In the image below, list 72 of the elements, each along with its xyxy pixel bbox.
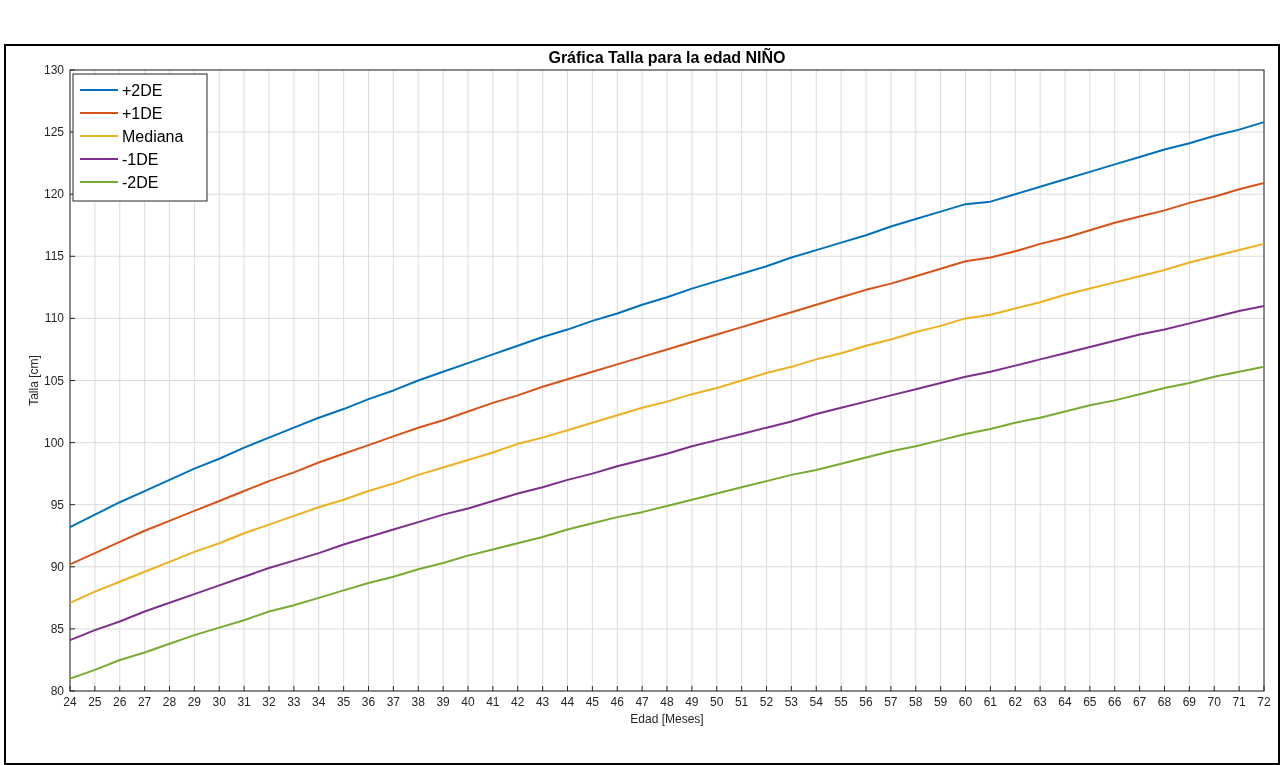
x-tick-label: 24 (63, 695, 77, 709)
x-tick-label: 46 (610, 695, 625, 709)
x-tick-label: 35 (336, 695, 351, 709)
x-tick-label: 40 (461, 695, 475, 709)
y-tick-label: 110 (44, 311, 65, 326)
x-tick-label: 64 (1058, 695, 1072, 709)
x-tick-label: 47 (635, 695, 650, 709)
x-tick-label: 61 (983, 695, 998, 709)
x-tick-label: 71 (1232, 695, 1247, 709)
x-tick-label: 72 (1257, 695, 1271, 709)
x-tick-label: 41 (486, 695, 500, 709)
x-tick-label: 38 (411, 695, 426, 709)
x-tick-label: 42 (511, 695, 525, 709)
x-tick-label: 62 (1008, 695, 1023, 709)
x-tick-label: 43 (535, 695, 550, 709)
x-tick-label: 68 (1157, 695, 1172, 709)
y-tick-label: 105 (43, 373, 65, 388)
y-tick-label: 130 (43, 63, 65, 77)
legend-label: +2DE (122, 82, 163, 99)
y-tick-label: 125 (43, 125, 65, 140)
chart-title: Gráfica Talla para la edad NIÑO (548, 47, 786, 66)
x-tick-label: 55 (834, 695, 849, 709)
legend-label: -2DE (122, 174, 159, 191)
x-tick-label: 52 (759, 695, 774, 709)
line-series (69, 121, 1265, 529)
x-tick-label: 44 (560, 695, 575, 709)
legend-label: +1DE (122, 105, 163, 122)
x-tick-label: 67 (1132, 695, 1147, 709)
x-tick-label: 69 (1182, 695, 1197, 709)
y-tick-label: 85 (50, 621, 65, 636)
x-tick-label: 27 (137, 695, 152, 709)
y-tick-label: 95 (50, 497, 65, 512)
x-tick-label: 66 (1108, 695, 1122, 709)
x-tick-label: 25 (88, 695, 102, 709)
x-tick-label: 36 (361, 695, 376, 709)
y-tick-label: 120 (43, 187, 65, 202)
x-tick-label: 50 (710, 695, 724, 709)
x-axis-title: Edad [Meses] (630, 712, 704, 726)
x-tick-label: 56 (859, 695, 873, 709)
x-tick-label: 29 (187, 695, 202, 709)
x-tick-label: 60 (958, 695, 973, 709)
x-tick-label: 31 (237, 695, 252, 709)
x-tick-label: 45 (585, 695, 600, 709)
x-tick-label: 59 (933, 695, 948, 709)
y-tick-label: 100 (43, 435, 65, 450)
x-tick-label: 30 (212, 695, 227, 709)
y-tick-label: 80 (50, 684, 65, 698)
x-tick-label: 26 (113, 695, 127, 709)
legend-label: -1DE (122, 151, 159, 168)
x-tick-label: 48 (660, 695, 674, 709)
x-tick-label: 37 (386, 695, 401, 709)
x-tick-label: 57 (884, 695, 898, 709)
line-series (69, 304, 1265, 642)
x-tick-label: 34 (312, 695, 326, 709)
legend-label: Mediana (122, 128, 184, 145)
y-tick-label: 115 (44, 249, 65, 264)
y-axis-title: Talla [cm] (27, 355, 41, 406)
x-tick-label: 65 (1083, 695, 1097, 709)
line-series (69, 365, 1265, 680)
y-tick-label: 90 (50, 559, 65, 574)
x-tick-label: 49 (685, 695, 699, 709)
x-tick-label: 53 (784, 695, 799, 709)
x-tick-label: 70 (1207, 695, 1222, 709)
x-tick-label: 58 (909, 695, 923, 709)
line-series (69, 242, 1265, 604)
x-tick-label: 63 (1033, 695, 1048, 709)
x-tick-label: 32 (262, 695, 276, 709)
x-tick-label: 28 (162, 695, 177, 709)
x-tick-label: 51 (734, 695, 749, 709)
x-tick-label: 54 (809, 695, 824, 709)
x-tick-label: 39 (436, 695, 451, 709)
x-tick-label: 33 (287, 695, 301, 709)
